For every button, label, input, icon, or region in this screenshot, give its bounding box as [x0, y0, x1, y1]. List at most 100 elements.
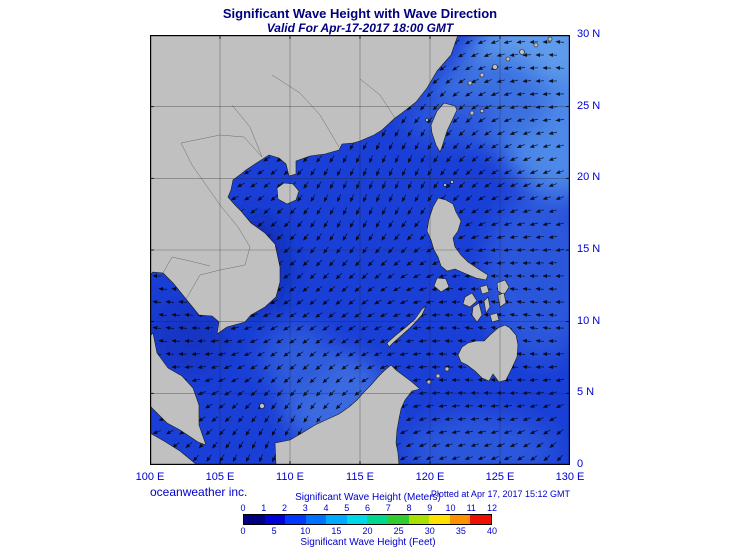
- wave-arrow: [490, 40, 499, 44]
- colorbar: [243, 514, 492, 525]
- wave-arrow: [328, 364, 336, 370]
- wave-arrow: [444, 287, 454, 291]
- wave-arrow: [276, 234, 284, 241]
- wave-arrow: [477, 221, 486, 227]
- wave-arrow: [380, 259, 388, 267]
- wave-arrow: [496, 261, 506, 265]
- meters-tick-label: 5: [344, 503, 350, 513]
- wave-arrow: [522, 183, 531, 187]
- wave-arrow: [458, 52, 466, 58]
- palawan-island: [386, 305, 427, 348]
- wave-arrow: [523, 442, 531, 448]
- wave-arrow: [478, 117, 486, 123]
- lat-axis-label: 0: [577, 458, 584, 470]
- colorbar-segment: [367, 515, 389, 524]
- wave-arrow: [290, 415, 296, 423]
- wave-arrow: [535, 157, 544, 161]
- wave-arrow: [361, 325, 369, 331]
- wave-arrow: [249, 313, 258, 317]
- wave-arrow: [549, 416, 557, 422]
- wave-arrow: [217, 377, 226, 383]
- wave-arrow: [451, 326, 461, 330]
- meters-tick-label: 1: [261, 503, 267, 513]
- wave-arrow: [522, 53, 532, 57]
- wave-arrow: [205, 403, 213, 409]
- wave-arrow: [348, 272, 356, 280]
- wave-arrow: [471, 104, 479, 110]
- wave-arrow: [465, 169, 473, 176]
- wave-arrow: [250, 364, 258, 370]
- wave-arrow: [536, 442, 544, 448]
- wave-arrow: [289, 260, 297, 266]
- wave-arrow: [152, 300, 162, 304]
- wave-arrow: [516, 196, 525, 200]
- wave-arrow: [490, 404, 500, 408]
- wave-arrow: [412, 378, 421, 382]
- wave-arrow: [483, 235, 492, 239]
- wave-arrow: [178, 326, 188, 330]
- colorbar-feet-ticks: 0 5 10 15 20 25 30 35 40: [240, 526, 497, 536]
- wave-arrow: [297, 402, 303, 410]
- credit-text: oceanweather inc.: [150, 485, 248, 499]
- wave-arrow: [210, 365, 219, 369]
- wave-arrow: [302, 312, 310, 318]
- taiwan-island: [430, 102, 458, 153]
- wave-arrow: [522, 339, 532, 343]
- wave-arrow: [483, 261, 493, 265]
- wave-arrow: [362, 220, 368, 228]
- wave-arrow: [509, 156, 518, 162]
- wave-arrow: [316, 415, 322, 423]
- wave-arrow: [315, 312, 323, 318]
- wave-arrow: [392, 313, 401, 317]
- wave-arrow: [335, 299, 343, 305]
- wave-arrow: [496, 53, 505, 57]
- wave-arrow: [191, 378, 200, 382]
- wave-arrow: [270, 377, 278, 383]
- mindoro-island: [433, 277, 450, 293]
- wave-arrow: [322, 272, 330, 280]
- wave-arrow: [368, 233, 374, 241]
- wave-arrow: [356, 181, 360, 190]
- wave-arrow: [516, 326, 525, 330]
- wave-arrow: [465, 195, 473, 201]
- colorbar-segment: [429, 515, 450, 524]
- wave-arrow: [503, 455, 512, 461]
- wave-arrow: [284, 402, 290, 410]
- wave-arrow: [444, 443, 453, 447]
- wave-arrow: [458, 208, 466, 214]
- wave-arrow: [165, 352, 175, 356]
- wave-arrow: [420, 181, 426, 189]
- wave-arrow: [296, 273, 304, 279]
- feet-tick-label: 0: [240, 526, 246, 536]
- wave-arrow: [165, 326, 175, 330]
- wave-arrow: [496, 130, 505, 136]
- wave-arrow: [375, 142, 381, 151]
- wave-arrow: [471, 78, 479, 84]
- wave-arrow: [503, 143, 512, 149]
- wave-arrow: [335, 351, 343, 357]
- wave-arrow: [394, 181, 400, 190]
- wave-arrow: [392, 365, 401, 369]
- wave-arrow: [349, 220, 355, 228]
- wave-arrow: [232, 454, 238, 462]
- wave-arrow: [348, 377, 356, 383]
- wave-arrow: [556, 454, 563, 462]
- wave-arrow: [394, 155, 400, 164]
- wave-arrow: [249, 339, 258, 343]
- wave-arrow: [263, 338, 271, 344]
- wave-arrow: [394, 233, 400, 241]
- wave-arrow: [262, 312, 271, 318]
- wave-arrow: [496, 209, 505, 213]
- wave-arrow: [405, 442, 414, 448]
- wave-arrow: [302, 286, 310, 292]
- wave-arrow: [243, 351, 252, 357]
- wave-arrow: [555, 222, 564, 226]
- wave-arrow: [549, 442, 557, 448]
- wave-arrow: [509, 417, 518, 421]
- wave-arrow: [516, 300, 526, 304]
- feet-tick-label: 40: [486, 526, 498, 536]
- chart-subtitle: Valid For Apr-17-2017 18:00 GMT: [266, 21, 454, 35]
- wave-arrow: [302, 338, 310, 344]
- wave-arrow: [451, 430, 460, 434]
- wave-arrow: [272, 454, 276, 463]
